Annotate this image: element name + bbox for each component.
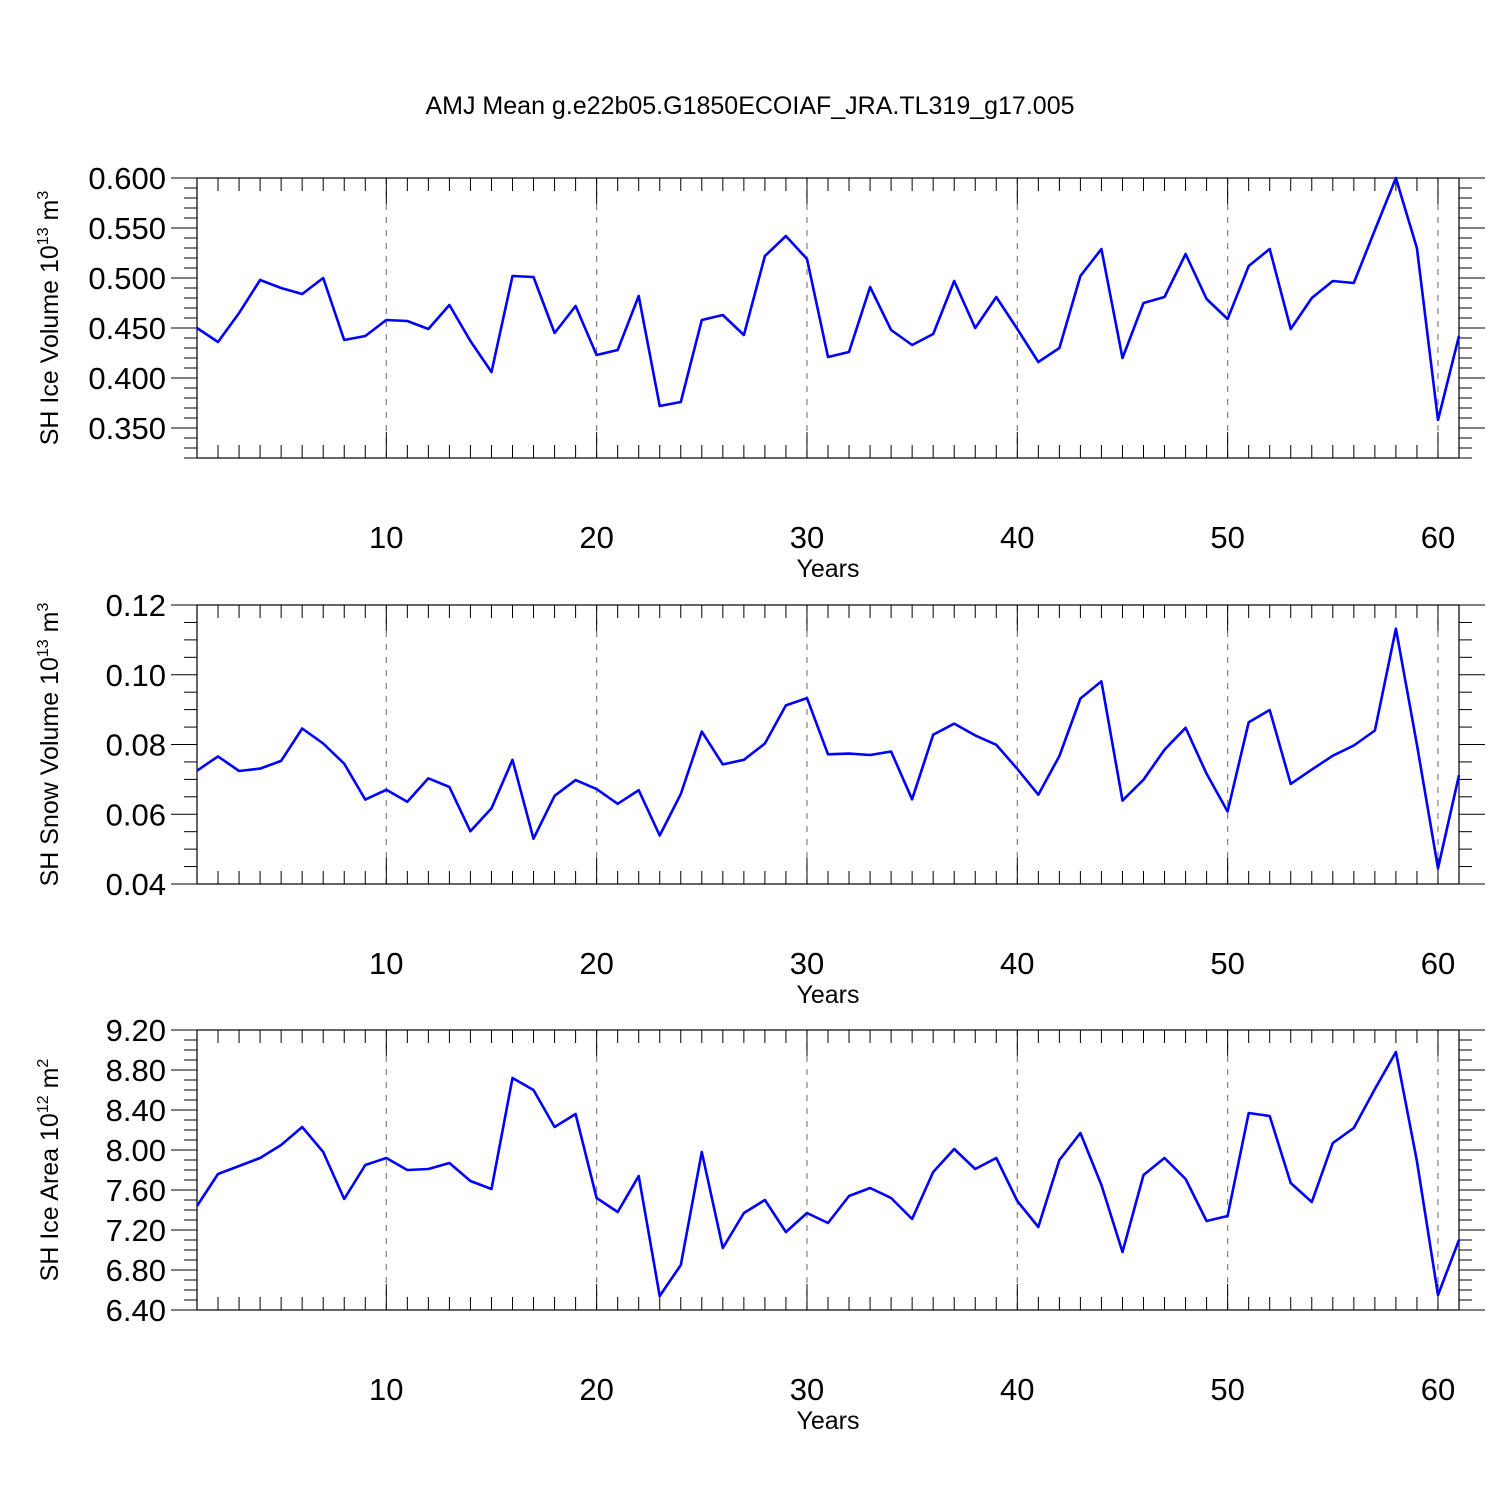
ice-volume-xtick-label: 40 bbox=[1000, 520, 1034, 555]
ice-area-xtick-label: 50 bbox=[1210, 1372, 1244, 1407]
ice-volume-series-line bbox=[196, 176, 1461, 422]
snow-volume-ytick-label: 0.04 bbox=[106, 867, 166, 902]
snow-volume-ytick-label: 0.10 bbox=[106, 658, 166, 693]
ice-volume-y-axis-title: SH Ice Volume 1013 m3 bbox=[35, 191, 64, 446]
snow-volume-xtick-label: 40 bbox=[1000, 946, 1034, 981]
ice-volume-ytick-label: 0.500 bbox=[88, 261, 166, 296]
snow-volume-xtick-label: 60 bbox=[1421, 946, 1455, 981]
snow-volume-ytick-label: 0.08 bbox=[106, 728, 166, 763]
ice-area-ytick-label: 8.80 bbox=[106, 1053, 166, 1088]
ice-area-x-axis-title: Years bbox=[796, 1407, 859, 1435]
ice-area-ytick-label: 9.20 bbox=[106, 1013, 166, 1048]
ice-volume-xtick-label: 60 bbox=[1421, 520, 1455, 555]
ice-area-xtick-label: 10 bbox=[369, 1372, 403, 1407]
ice-area-y-axis-title: SH Ice Area 1012 m2 bbox=[35, 1059, 64, 1282]
ice-area-ytick-label: 8.00 bbox=[106, 1133, 166, 1168]
snow-volume-xtick-label: 30 bbox=[790, 946, 824, 981]
ice-area-ytick-label: 6.80 bbox=[106, 1253, 166, 1288]
ice-volume-panel: 0.350 0.400 0.450 0.500 0.550 0.600 10 20 30 40 50… bbox=[35, 161, 1485, 583]
ice-volume-ytick-label: 0.450 bbox=[88, 311, 166, 346]
ice-volume-ytick-label: 0.400 bbox=[88, 361, 166, 396]
ice-volume-ytick-label: 0.350 bbox=[88, 411, 166, 446]
snow-volume-plot-frame bbox=[196, 604, 1460, 885]
ice-area-ytick-label: 7.20 bbox=[106, 1213, 166, 1248]
figure-title: AMJ Mean g.e22b05.G1850ECOIAF_JRA.TL319_… bbox=[425, 92, 1074, 120]
ice-area-ytick-label: 7.60 bbox=[106, 1173, 166, 1208]
ice-area-ytick-label: 6.40 bbox=[106, 1293, 166, 1328]
ice-area-ytick-label: 8.40 bbox=[106, 1093, 166, 1128]
ice-area-series-line bbox=[195, 1050, 1461, 1298]
ice-area-panel: 6.40 6.80 7.20 7.60 8.00 8.40 8.80 9.20 10 20 30 40… bbox=[35, 1013, 1485, 1435]
snow-volume-series-line bbox=[196, 627, 1461, 870]
ice-area-xtick-label: 30 bbox=[790, 1372, 824, 1407]
ice-volume-plot-frame bbox=[196, 177, 1460, 459]
ice-area-xtick-label: 20 bbox=[579, 1372, 613, 1407]
ice-volume-ytick-label: 0.600 bbox=[88, 161, 166, 196]
snow-volume-x-axis-title: Years bbox=[796, 981, 859, 1009]
ice-volume-xtick-label: 30 bbox=[790, 520, 824, 555]
ice-area-plot-frame bbox=[196, 1029, 1460, 1311]
ice-volume-xtick-label: 10 bbox=[369, 520, 403, 555]
ice-volume-ytick-label: 0.550 bbox=[88, 211, 166, 246]
ice-area-xtick-label: 60 bbox=[1421, 1372, 1455, 1407]
ice-volume-xtick-label: 20 bbox=[579, 520, 613, 555]
snow-volume-panel: 0.04 0.06 0.08 0.10 0.12 10 20 30 40 50 60 Years SH … bbox=[35, 588, 1485, 1009]
snow-volume-ytick-label: 0.06 bbox=[106, 797, 166, 832]
snow-volume-xtick-label: 50 bbox=[1210, 946, 1244, 981]
ice-area-xtick-label: 40 bbox=[1000, 1372, 1034, 1407]
snow-volume-xtick-label: 10 bbox=[369, 946, 403, 981]
snow-volume-ytick-label: 0.12 bbox=[106, 588, 166, 623]
ice-volume-x-axis-title: Years bbox=[796, 555, 859, 583]
snow-volume-y-axis-title: SH Snow Volume 1013 m3 bbox=[35, 603, 64, 887]
ice-volume-xtick-label: 50 bbox=[1210, 520, 1244, 555]
snow-volume-xtick-label: 20 bbox=[579, 946, 613, 981]
